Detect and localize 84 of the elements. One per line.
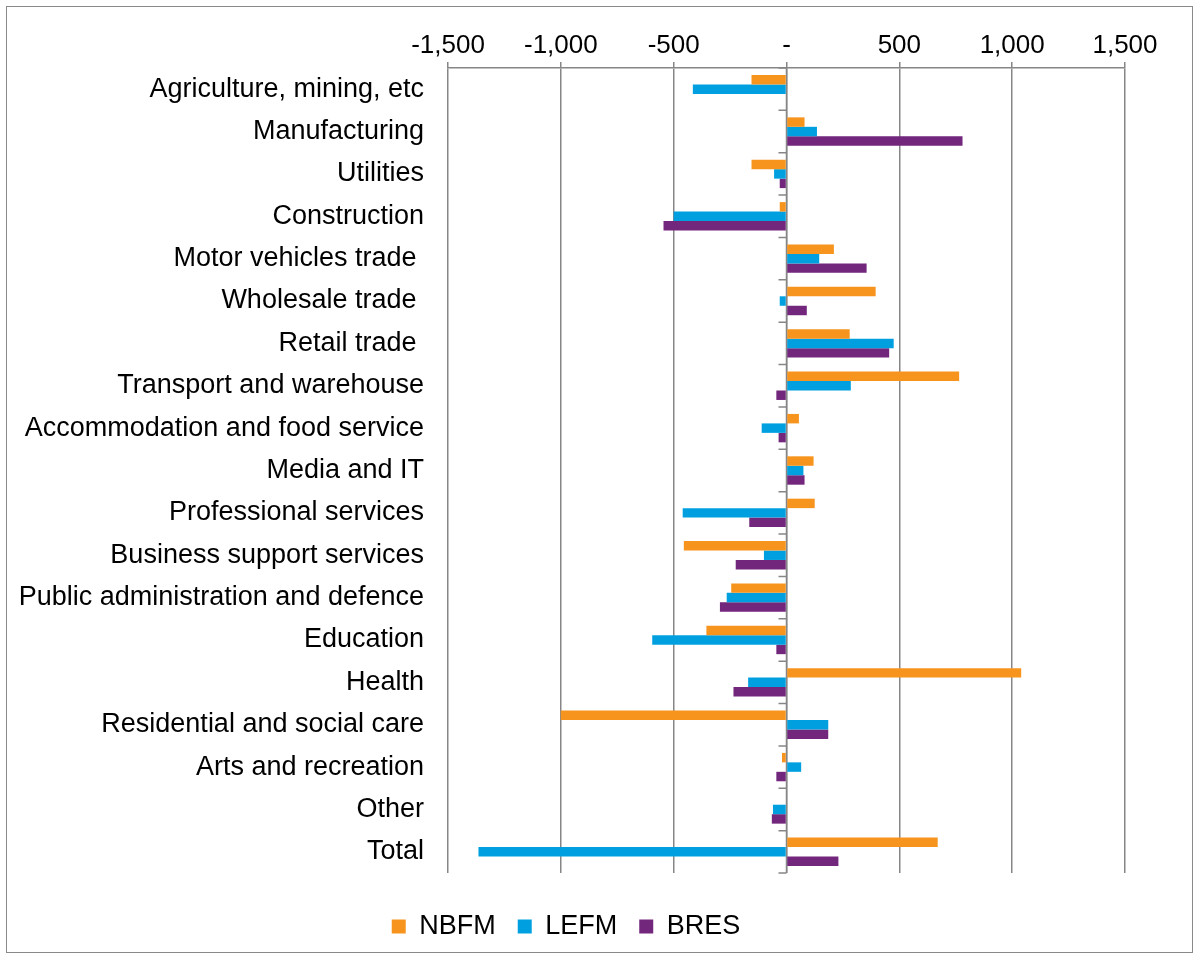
y-tick-label: Total — [366, 835, 424, 866]
bar — [787, 856, 839, 867]
bar — [749, 517, 786, 528]
bar — [787, 729, 829, 739]
bar — [787, 329, 850, 339]
bar — [478, 847, 786, 857]
bar — [787, 837, 938, 848]
bar — [779, 296, 786, 306]
y-tick-label: Accommodation and food service — [24, 411, 424, 442]
bar — [779, 178, 786, 189]
bar — [774, 169, 786, 179]
bar — [692, 84, 786, 94]
bar — [787, 413, 799, 424]
bar — [787, 668, 1022, 678]
y-tick-label: Motor vehicles trade — [173, 242, 424, 273]
bar — [763, 550, 786, 560]
y-tick-label: Other — [356, 792, 424, 823]
y-tick-label: Residential and social care — [101, 708, 424, 739]
bar — [706, 625, 786, 636]
bar — [787, 719, 829, 730]
y-tick-label: Media and IT — [266, 453, 424, 484]
bar — [733, 687, 786, 697]
bar — [735, 559, 786, 570]
bar — [787, 244, 834, 254]
bar — [683, 541, 786, 551]
bar — [787, 263, 867, 273]
y-tick-label: Professional services — [168, 496, 424, 527]
y-tick-label: Education — [303, 623, 424, 654]
x-tick-label: - — [782, 28, 791, 59]
y-tick-label: Public administration and defence — [18, 581, 424, 612]
x-tick-label: -1,500 — [411, 28, 485, 59]
y-tick-label: Business support services — [110, 538, 424, 569]
x-tick-label: -1,000 — [523, 28, 598, 59]
bar — [787, 126, 817, 137]
bar — [781, 752, 786, 763]
bar — [787, 305, 807, 316]
x-tick-label: 1,000 — [979, 28, 1045, 59]
bar — [772, 804, 786, 815]
y-tick-label: Arts and recreation — [195, 750, 424, 781]
bar — [771, 814, 786, 824]
x-tick-label: 1,500 — [1092, 28, 1158, 59]
bar — [776, 771, 786, 782]
bar — [787, 456, 814, 466]
bar — [663, 221, 786, 231]
y-tick-label: Retail trade — [278, 326, 424, 357]
y-tick-label: Wholesale trade — [221, 284, 424, 315]
x-tick-label: -500 — [647, 28, 700, 59]
bar — [560, 710, 786, 720]
bar — [787, 465, 804, 476]
y-tick-label: Transport and warehouse — [117, 369, 424, 400]
legend-label: LEFM — [545, 909, 618, 940]
bar — [751, 74, 786, 85]
bar — [787, 117, 805, 127]
bar — [751, 159, 786, 170]
bar — [779, 202, 786, 212]
bar — [778, 432, 786, 443]
y-tick-label: Construction — [272, 199, 424, 230]
bar — [719, 602, 786, 612]
bar — [761, 423, 786, 433]
legend-label: NBFM — [419, 909, 496, 940]
bar — [776, 390, 786, 400]
bar — [776, 644, 786, 655]
bar — [787, 286, 876, 297]
bar — [787, 371, 960, 382]
bar — [787, 338, 894, 349]
bar — [787, 381, 851, 391]
bar — [731, 583, 786, 593]
y-tick-label: Agriculture, mining, etc — [149, 72, 424, 103]
bar — [787, 762, 802, 772]
x-tick-label: 500 — [877, 28, 922, 59]
y-tick-label: Manufacturing — [252, 115, 424, 146]
bar — [748, 677, 786, 688]
bar — [787, 136, 963, 146]
bar — [787, 253, 820, 264]
bar — [673, 211, 786, 222]
legend-label: BRES — [666, 909, 741, 940]
bar — [726, 592, 786, 603]
y-tick-label: Health — [345, 665, 424, 696]
bar — [787, 498, 815, 509]
y-tick-label: Utilities — [336, 157, 424, 188]
bar — [652, 635, 786, 645]
bar — [682, 508, 786, 518]
bar — [787, 475, 805, 485]
bar — [787, 348, 890, 358]
